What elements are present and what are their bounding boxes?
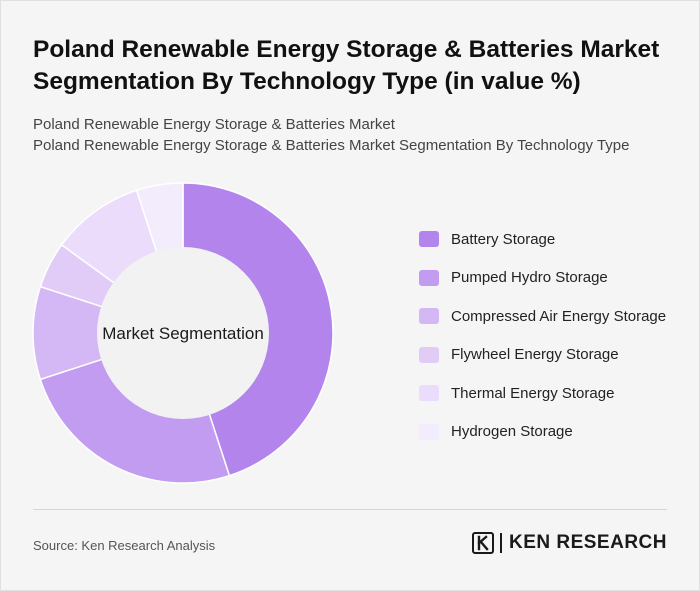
brand: KEN RESEARCH xyxy=(471,532,667,554)
legend-swatch xyxy=(419,385,439,401)
center-label: Market Segmentation xyxy=(102,324,264,343)
legend-swatch xyxy=(419,308,439,324)
legend-swatch xyxy=(419,423,439,440)
footer-divider xyxy=(33,509,667,510)
legend-swatch xyxy=(419,346,439,363)
subtitle-line-1: Poland Renewable Energy Storage & Batter… xyxy=(33,116,395,133)
legend-label: Pumped Hydro Storage xyxy=(451,269,608,286)
legend-item-compressed-air-energy-storage: Compressed Air Energy Storage xyxy=(419,304,689,328)
legend-label: Hydrogen Storage xyxy=(451,423,573,440)
ken-research-logo-icon xyxy=(471,532,494,554)
chart-subtitle: Poland Renewable Energy Storage & Batter… xyxy=(33,114,683,156)
legend-item-thermal-energy-storage: Thermal Energy Storage xyxy=(419,381,689,405)
donut-chart: Market Segmentation xyxy=(32,182,334,484)
legend-item-pumped-hydro-storage: Pumped Hydro Storage xyxy=(419,266,689,290)
legend-label: Battery Storage xyxy=(451,230,556,248)
chart-title: Poland Renewable Energy Storage & Batter… xyxy=(33,36,660,95)
legend-item-hydrogen-storage: Hydrogen Storage xyxy=(419,420,689,444)
brand-name: KEN RESEARCH xyxy=(508,532,667,553)
brand-separator xyxy=(499,533,502,553)
legend-swatch xyxy=(419,231,439,247)
legend-swatch xyxy=(419,269,439,286)
legend-label: Compressed Air Energy Storage xyxy=(451,307,667,325)
donut-hole xyxy=(97,247,269,419)
legend-item-battery-storage: Battery Storage xyxy=(419,227,689,251)
subtitle-line-2: Poland Renewable Energy Storage & Batter… xyxy=(33,137,630,154)
source-note: Source: Ken Research Analysis xyxy=(33,538,216,553)
chart-legend: Battery Storage Pumped Hydro Storage Compr… xyxy=(419,227,689,458)
legend-label: Flywheel Energy Storage xyxy=(451,346,619,363)
legend-item-flywheel-energy-storage: Flywheel Energy Storage xyxy=(419,343,689,367)
legend-label: Thermal Energy Storage xyxy=(451,384,615,402)
